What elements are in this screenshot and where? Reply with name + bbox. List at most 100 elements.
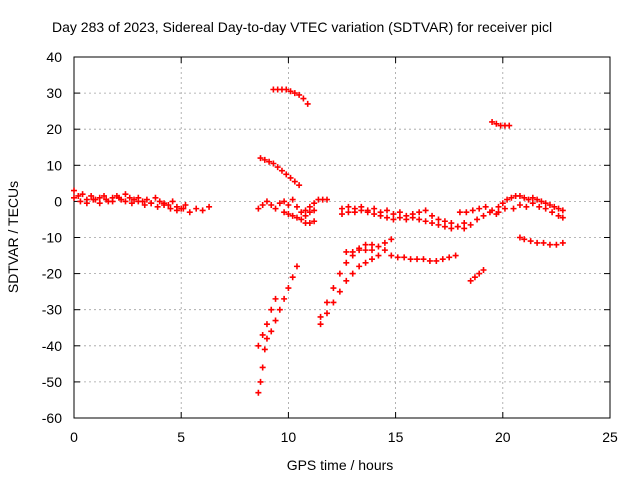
data-point: [529, 200, 536, 207]
y-tick-label: -10: [42, 230, 62, 246]
data-point: [396, 214, 403, 221]
data-point: [407, 256, 414, 263]
x-tick-label: 0: [70, 429, 78, 445]
data-point: [467, 221, 474, 228]
series-arc-11: [317, 247, 388, 328]
data-point: [461, 225, 468, 232]
data-point: [281, 209, 288, 216]
data-point: [255, 389, 262, 396]
data-point: [259, 202, 266, 209]
series-arc-13: [343, 247, 376, 255]
series-arc-4: [257, 155, 303, 189]
data-point: [96, 200, 103, 207]
data-point: [388, 252, 395, 259]
data-points: [71, 86, 566, 396]
data-point: [381, 239, 388, 246]
data-point: [461, 220, 468, 227]
series-arc-9: [255, 295, 279, 349]
data-point: [506, 122, 513, 129]
data-point: [369, 241, 376, 248]
data-point: [281, 198, 288, 205]
data-point: [289, 196, 296, 203]
data-point: [268, 328, 275, 335]
data-point: [555, 205, 562, 212]
data-point: [135, 198, 142, 205]
data-point: [193, 205, 200, 212]
data-point: [508, 194, 515, 201]
y-axis-label: SDTVAR / TECUs: [5, 181, 21, 293]
data-point: [109, 198, 116, 205]
data-point: [480, 212, 487, 219]
data-point: [499, 200, 506, 207]
data-point: [311, 207, 318, 214]
series-arc-19: [489, 118, 513, 129]
data-point: [351, 209, 358, 216]
data-point: [364, 209, 371, 216]
data-point: [510, 205, 517, 212]
y-tick-label: 0: [54, 193, 62, 209]
data-point: [306, 209, 313, 216]
data-point: [161, 202, 168, 209]
data-point: [439, 256, 446, 263]
data-point: [559, 239, 566, 246]
data-point: [441, 223, 448, 230]
axis-ticks: [73, 56, 611, 419]
data-point: [268, 306, 275, 313]
data-point: [126, 194, 133, 201]
y-tick-label: -30: [42, 302, 62, 318]
series-arc-5: [255, 196, 318, 219]
data-point: [536, 203, 543, 210]
data-point: [268, 202, 275, 209]
data-point: [396, 209, 403, 216]
data-point: [401, 254, 408, 261]
data-point: [257, 378, 264, 385]
data-point: [276, 200, 283, 207]
data-point: [323, 299, 330, 306]
data-point: [71, 187, 77, 194]
data-point: [435, 216, 442, 223]
series-arc-7: [302, 200, 318, 214]
data-point: [278, 167, 285, 174]
data-point: [77, 198, 84, 205]
data-point: [482, 203, 489, 210]
data-point: [390, 211, 397, 218]
data-point: [173, 207, 180, 214]
data-point: [384, 207, 391, 214]
data-point: [555, 212, 562, 219]
data-point: [272, 295, 279, 302]
x-tick-label: 5: [177, 429, 185, 445]
series-arc-8: [315, 196, 330, 203]
data-point: [422, 207, 429, 214]
data-point: [116, 194, 123, 201]
data-point: [293, 203, 300, 210]
data-point: [255, 342, 262, 349]
data-point: [448, 220, 455, 227]
data-point: [420, 256, 427, 263]
data-point: [281, 295, 288, 302]
data-point: [182, 202, 189, 209]
data-point: [302, 207, 309, 214]
data-point: [349, 248, 356, 255]
data-point: [306, 220, 313, 227]
data-point: [293, 214, 300, 221]
series-arc-10: [255, 263, 300, 396]
data-point: [429, 212, 436, 219]
data-point: [559, 214, 566, 221]
data-point: [283, 86, 290, 93]
data-point: [296, 182, 303, 189]
x-tick-label: 10: [281, 429, 297, 445]
data-point: [143, 196, 150, 203]
data-point: [454, 223, 461, 230]
data-point: [169, 198, 176, 205]
data-point: [101, 192, 108, 199]
data-point: [456, 209, 463, 216]
data-point: [257, 155, 264, 162]
data-point: [291, 178, 298, 185]
data-point: [122, 191, 129, 198]
y-tick-label: 40: [46, 49, 62, 65]
data-point: [270, 160, 277, 167]
data-point: [480, 266, 487, 273]
data-point: [304, 100, 311, 107]
series-arc-14: [388, 252, 459, 264]
